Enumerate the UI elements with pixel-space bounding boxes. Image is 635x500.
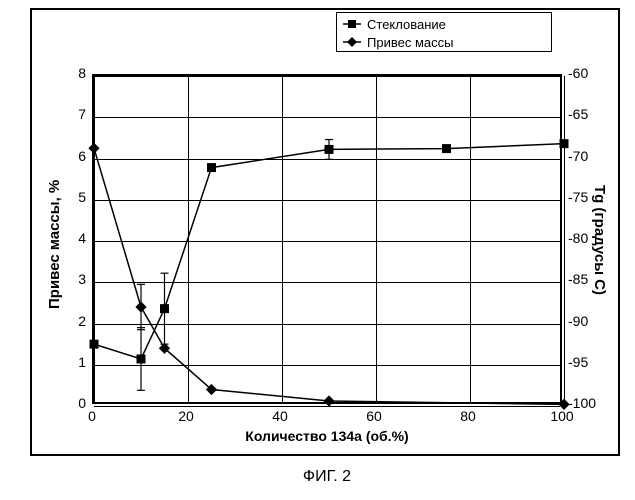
gridline-v: [376, 76, 377, 402]
y-right-tick-label: -80: [568, 230, 588, 246]
mass-gain-marker: [323, 395, 334, 406]
y-right-tick-label: -70: [568, 148, 588, 164]
y-left-tick-label: 5: [58, 189, 86, 205]
legend-label: Стеклование: [367, 17, 446, 32]
tg-marker: [137, 354, 146, 363]
y-right-tick-label: -75: [568, 189, 588, 205]
x-tick-label: 80: [453, 408, 483, 424]
y-right-tick-label: -85: [568, 271, 588, 287]
gridline-v: [282, 76, 283, 402]
tg-marker: [207, 163, 216, 172]
x-tick-label: 60: [359, 408, 389, 424]
y-left-tick-label: 6: [58, 148, 86, 164]
tg-marker: [325, 145, 334, 154]
gridline-h: [94, 365, 560, 366]
mass-gain-marker: [135, 301, 146, 312]
x-axis-label: Количество 134а (об.%): [92, 428, 562, 444]
gridline-v: [94, 76, 95, 402]
y-right-tick-label: -60: [568, 65, 588, 81]
square-marker-icon: [343, 17, 361, 31]
legend: Стеклование Привес массы: [336, 12, 552, 52]
y-axis-right-label: Tg (градусы С): [591, 185, 608, 295]
x-tick-label: 0: [77, 408, 107, 424]
legend-label: Привес массы: [367, 35, 453, 50]
y-left-tick-label: 3: [58, 271, 86, 287]
legend-item: Стеклование: [343, 15, 545, 33]
gridline-v: [470, 76, 471, 402]
y-left-tick-label: 4: [58, 230, 86, 246]
figure-caption: ФИГ. 2: [92, 468, 562, 486]
gridline-h: [94, 159, 560, 160]
x-tick-label: 20: [171, 408, 201, 424]
gridline-h: [94, 324, 560, 325]
legend-item: Привес массы: [343, 33, 545, 51]
x-tick-label: 100: [547, 408, 577, 424]
y-right-tick-label: -90: [568, 313, 588, 329]
tg-marker: [160, 304, 169, 313]
plot-area: [92, 74, 562, 404]
tg-marker: [442, 144, 451, 153]
gridline-h: [94, 241, 560, 242]
diamond-marker-icon: [343, 35, 361, 49]
y-right-tick-label: -95: [568, 354, 588, 370]
y-left-tick-label: 1: [58, 354, 86, 370]
y-left-tick-label: 2: [58, 313, 86, 329]
gridline-h: [94, 76, 560, 77]
y-left-tick-label: 8: [58, 65, 86, 81]
gridline-h: [94, 117, 560, 118]
gridline-h: [94, 200, 560, 201]
y-left-tick-label: 7: [58, 106, 86, 122]
x-tick-label: 40: [265, 408, 295, 424]
gridline-v: [188, 76, 189, 402]
y-right-tick-label: -65: [568, 106, 588, 122]
gridline-h: [94, 282, 560, 283]
gridline-h: [94, 406, 560, 407]
gridline-v: [564, 76, 565, 402]
